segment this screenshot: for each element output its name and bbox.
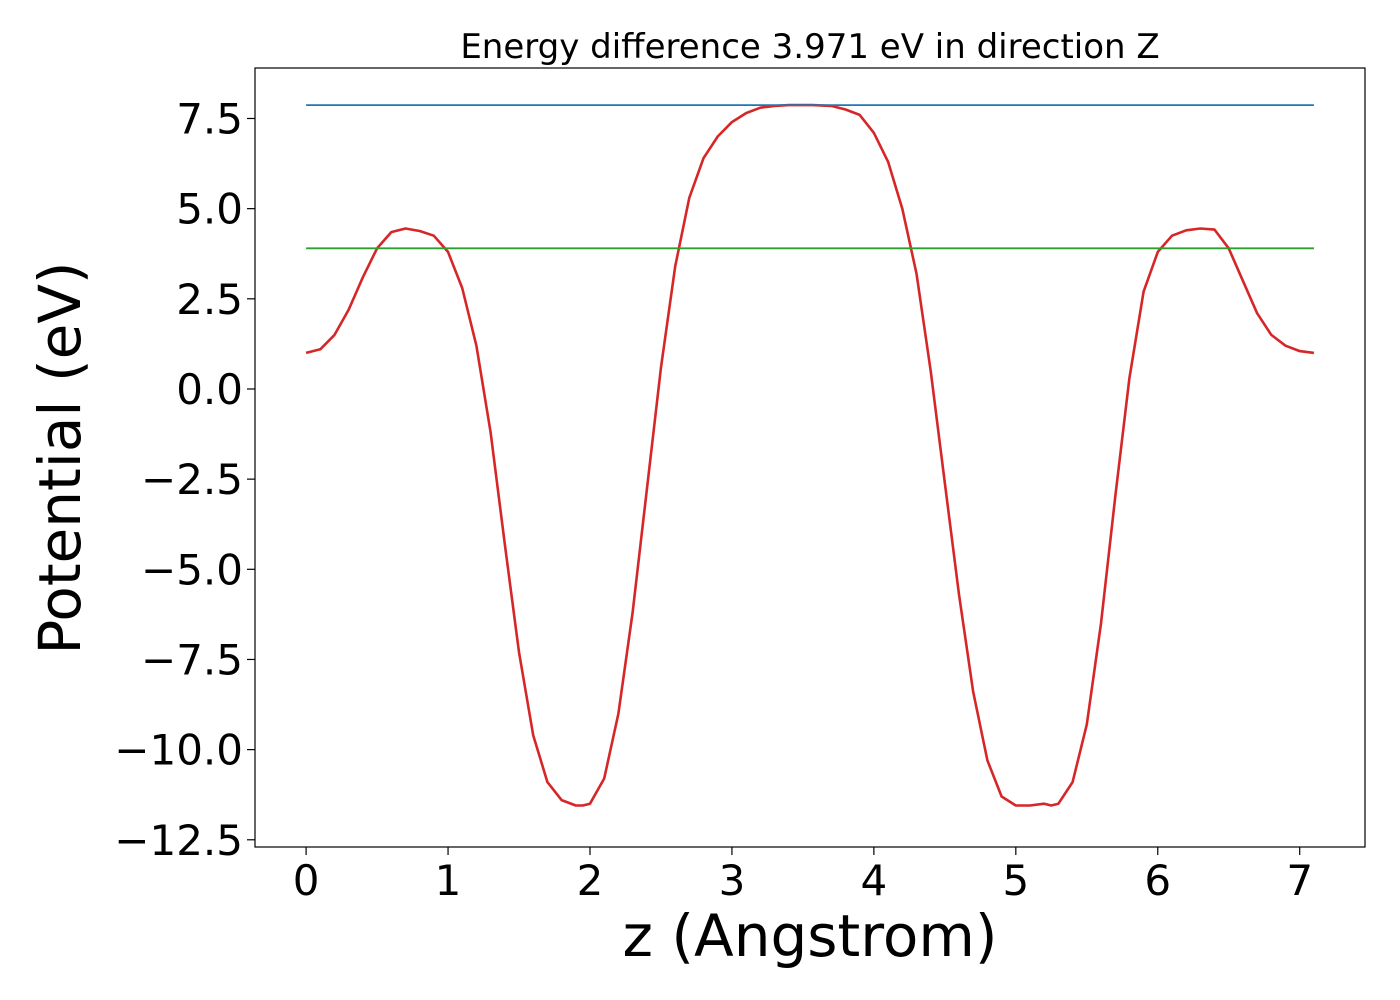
y-tick-label: −2.5 [141, 455, 243, 504]
y-tick-label: 2.5 [176, 275, 243, 324]
y-ticks: 7.5 5.0 2.5 0.0 −2.5 −5.0 −7.5 −10.0 −12.5 [114, 94, 255, 864]
x-axis-label: z (Angstrom) [623, 902, 998, 970]
x-ticks: 0 1 2 3 4 5 6 7 [293, 847, 1313, 905]
x-tick-label: 4 [861, 856, 888, 905]
y-tick-label: −12.5 [114, 816, 243, 865]
y-tick-label: −10.0 [114, 726, 243, 775]
y-tick-label: −7.5 [141, 635, 243, 684]
y-axis-label: Potential (eV) [26, 261, 94, 654]
x-tick-label: 7 [1286, 856, 1313, 905]
chart-title: Energy difference 3.971 eV in direction … [460, 27, 1159, 67]
x-tick-label: 1 [435, 856, 462, 905]
x-tick-label: 2 [577, 856, 604, 905]
y-tick-label: 0.0 [176, 365, 243, 414]
y-tick-label: −5.0 [141, 545, 243, 594]
y-tick-label: 7.5 [176, 94, 243, 143]
plot-background [255, 68, 1365, 847]
x-tick-label: 5 [1002, 856, 1029, 905]
x-tick-label: 6 [1144, 856, 1171, 905]
y-tick-label: 5.0 [176, 185, 243, 234]
x-tick-label: 3 [719, 856, 746, 905]
x-tick-label: 0 [293, 856, 320, 905]
